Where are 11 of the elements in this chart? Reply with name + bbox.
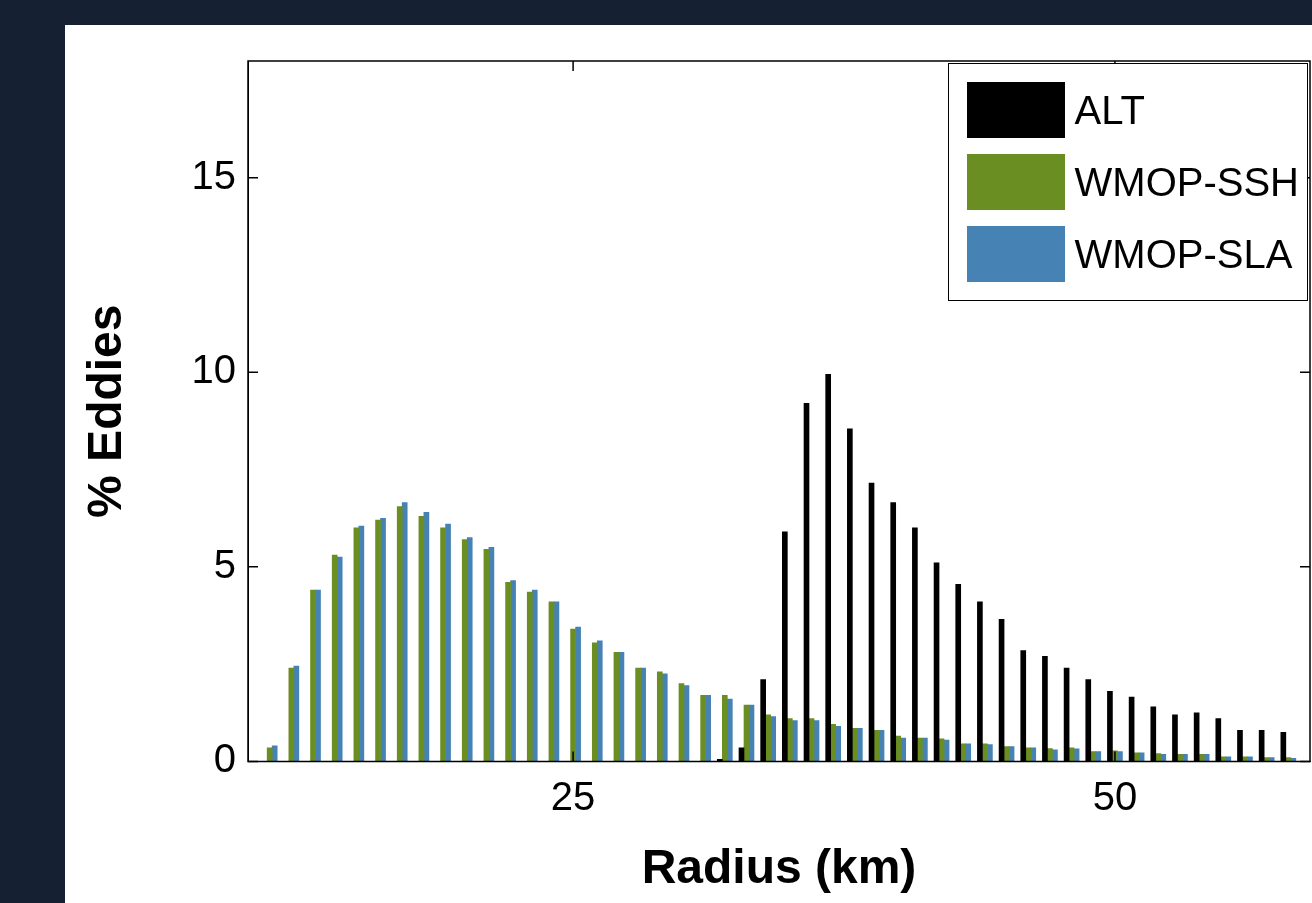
legend-label: WMOP-SSH: [1074, 159, 1299, 205]
legend-label: WMOP-SLA: [1074, 231, 1293, 277]
y-tick-label: 5: [213, 541, 236, 586]
x-tick-label: 25: [550, 774, 596, 819]
y-tick-label: 10: [191, 347, 236, 392]
x-tick-label: 50: [1092, 774, 1138, 819]
y-axis-title: % Eddies: [78, 304, 132, 518]
x-axis-title: Radius (km): [641, 840, 917, 894]
y-tick-label: 0: [213, 736, 236, 781]
y-tick-label: 15: [191, 152, 236, 197]
legend-label: ALT: [1074, 87, 1145, 133]
